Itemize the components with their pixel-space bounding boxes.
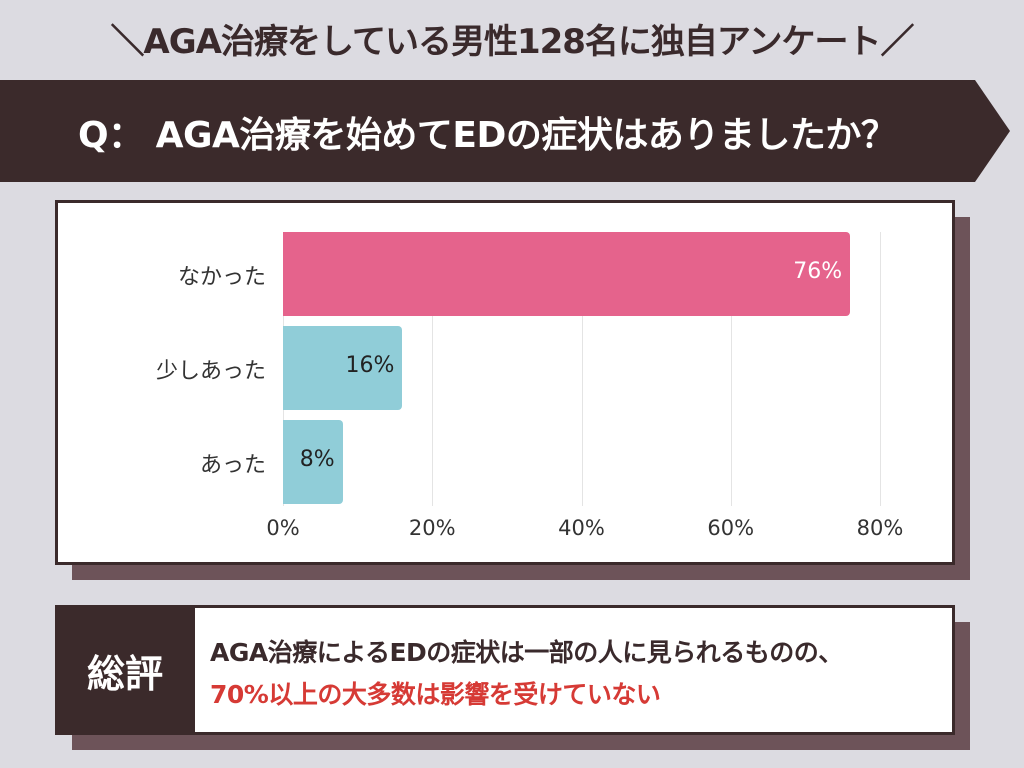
gridline xyxy=(432,232,434,506)
category-label: なかった xyxy=(177,265,266,290)
x-tick-label: 20% xyxy=(408,516,456,540)
summary-label: 総評 xyxy=(55,605,195,735)
gridline xyxy=(730,232,732,506)
value-label: 76% xyxy=(793,259,843,284)
x-tick-label: 80% xyxy=(856,516,904,540)
gridline xyxy=(880,232,881,506)
x-tick-label: 0% xyxy=(266,516,300,540)
question-text: Q： AGA治療を始めてEDの症状はありましたか？ xyxy=(78,115,897,156)
x-tick-label: 40% xyxy=(558,516,605,540)
summary-text: AGA治療によるEDの症状は一部の人に見られるものの、 70%以上の大多数は影響… xyxy=(210,632,843,716)
value-label: 16% xyxy=(345,353,395,378)
value-label: 8% xyxy=(299,447,335,472)
question-banner: Q： AGA治療を始めてEDの症状はありましたか？ xyxy=(0,80,1010,182)
bar xyxy=(283,232,851,316)
summary-line-1: AGA治療によるEDの症状は一部の人に見られるものの、 xyxy=(210,638,843,667)
category-label: あった xyxy=(199,453,266,478)
gridline xyxy=(581,232,583,506)
x-tick-label: 60% xyxy=(707,516,755,540)
summary-card xyxy=(55,605,955,735)
bar xyxy=(283,326,403,410)
bar xyxy=(283,420,343,504)
category-label: 少しあった xyxy=(155,359,266,384)
summary-line-2: 70%以上の大多数は影響を受けていない xyxy=(210,680,661,709)
survey-header: ＼AGA治療をしている男性128名に独自アンケート／ xyxy=(110,22,914,62)
